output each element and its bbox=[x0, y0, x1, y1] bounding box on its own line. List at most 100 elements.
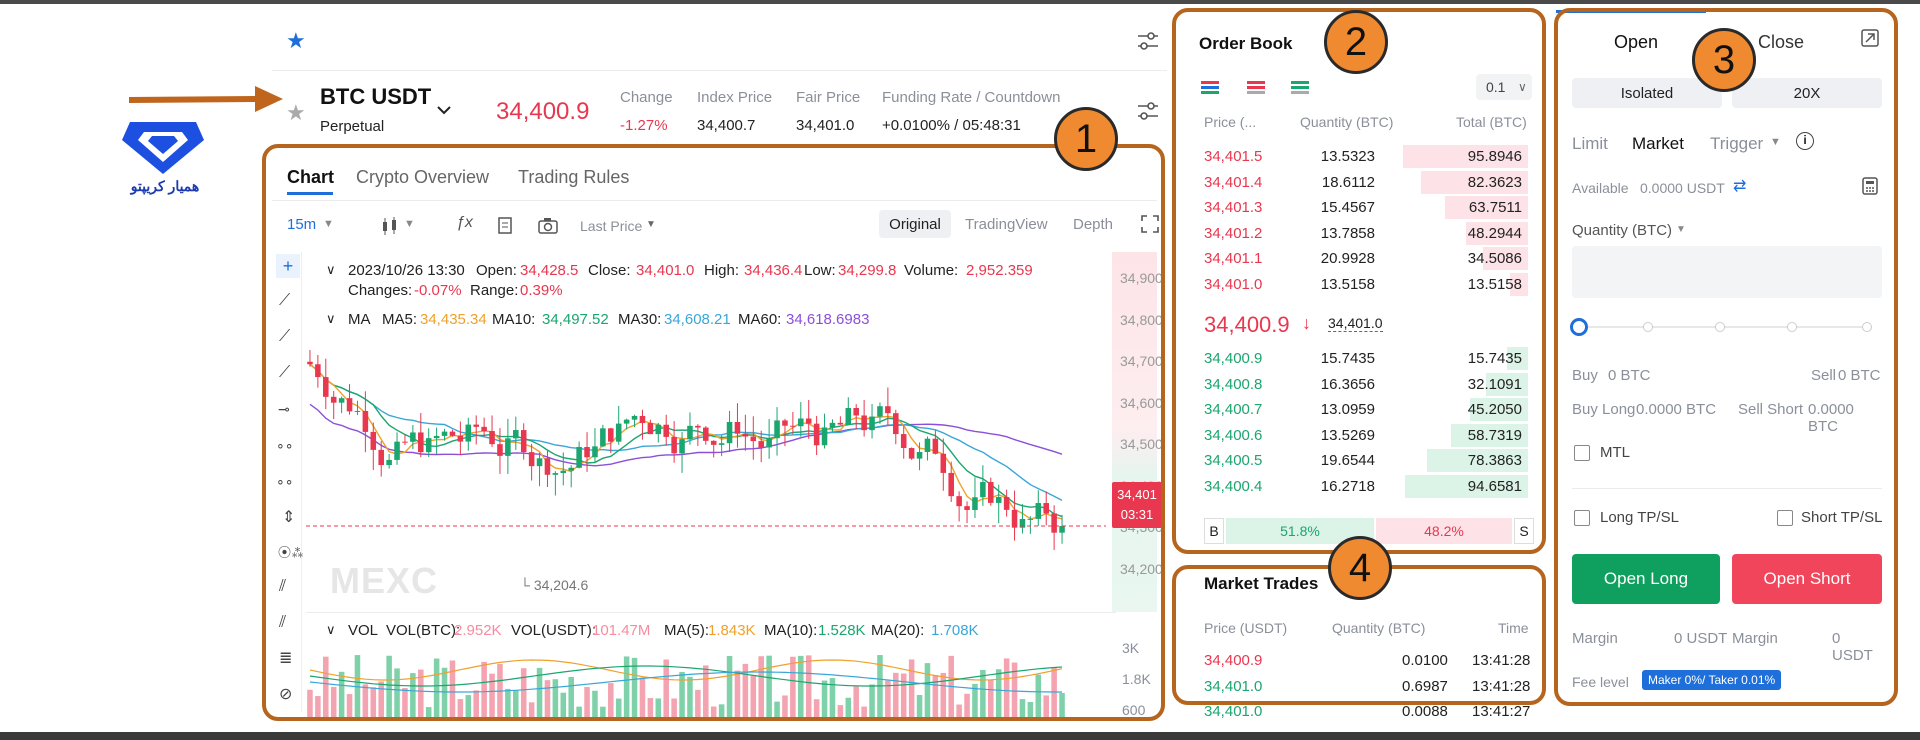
ray-tool-icon[interactable]: ⟋ bbox=[279, 328, 291, 345]
bid-row[interactable]: 34,400.5 19.6544 78.3863 bbox=[1180, 448, 1540, 473]
ma-collapse-chevron-icon[interactable]: ∨ bbox=[326, 311, 336, 326]
extended-line-tool-icon[interactable]: ⟋ bbox=[279, 364, 291, 381]
mtl-checkbox[interactable] bbox=[1574, 445, 1590, 466]
favorite-star-icon[interactable]: ★ bbox=[286, 28, 306, 53]
bid-price[interactable]: 34,400.6 bbox=[1204, 426, 1263, 444]
ask-row[interactable]: 34,401.5 13.5323 95.8946 bbox=[1180, 144, 1540, 169]
view-depth-button[interactable]: Depth bbox=[1073, 216, 1114, 233]
slider-handle[interactable] bbox=[1570, 318, 1588, 336]
vol-collapse-chevron-icon[interactable]: ∨ bbox=[326, 622, 336, 637]
margin-mode-button[interactable]: Isolated bbox=[1572, 78, 1722, 108]
mid-price-down-arrow-icon: ↓ bbox=[1302, 313, 1311, 333]
slider-step-75[interactable] bbox=[1787, 322, 1797, 332]
ask-row[interactable]: 34,401.0 13.5158 13.5158 bbox=[1180, 272, 1540, 297]
open-short-button[interactable]: Open Short bbox=[1732, 554, 1882, 604]
order-type-trigger[interactable]: Trigger bbox=[1710, 134, 1764, 153]
bid-row[interactable]: 34,400.9 15.7435 15.7435 bbox=[1180, 346, 1540, 371]
view-original-button[interactable]: Original bbox=[879, 210, 951, 238]
trigger-chevron-icon[interactable]: ▼ bbox=[1770, 136, 1781, 148]
fullscreen-icon[interactable] bbox=[1140, 214, 1160, 234]
volume-bar bbox=[441, 667, 448, 718]
ask-price[interactable]: 34,401.0 bbox=[1204, 275, 1263, 293]
horizontal-line-tool-icon[interactable]: ⊸ bbox=[278, 401, 290, 417]
candlestick-type-icon[interactable] bbox=[380, 216, 400, 236]
precision-chevron-icon[interactable]: ∨ bbox=[1518, 80, 1527, 94]
trendline-tool-icon[interactable]: ⟋ bbox=[279, 292, 291, 309]
tab-close[interactable]: Close bbox=[1758, 32, 1805, 52]
view-tradingview-button[interactable]: TradingView bbox=[965, 216, 1048, 233]
slider-step-25[interactable] bbox=[1643, 322, 1653, 332]
order-type-info-icon[interactable]: i bbox=[1796, 132, 1814, 150]
ask-price[interactable]: 34,401.3 bbox=[1204, 199, 1263, 216]
ask-price[interactable]: 34,401.1 bbox=[1204, 250, 1263, 267]
short-tpsl-checkbox[interactable] bbox=[1777, 510, 1793, 531]
quantity-unit-chevron-icon[interactable]: ▼ bbox=[1676, 224, 1686, 235]
tab-trading-rules[interactable]: Trading Rules bbox=[518, 167, 630, 187]
leverage-button[interactable]: 20X bbox=[1732, 78, 1882, 108]
indicators-fx-icon[interactable]: ƒx bbox=[456, 214, 473, 231]
quantity-slider[interactable] bbox=[1570, 318, 1872, 336]
interval-selector[interactable]: 15m bbox=[287, 216, 317, 233]
price-type-chevron-icon[interactable]: ▼ bbox=[646, 219, 656, 230]
order-type-limit[interactable]: Limit bbox=[1572, 134, 1608, 153]
ask-row[interactable]: 34,401.1 20.9928 34.5086 bbox=[1180, 246, 1540, 271]
tab-crypto-overview[interactable]: Crypto Overview bbox=[356, 167, 490, 187]
fibonacci-tool-icon[interactable]: ≣ bbox=[279, 650, 293, 667]
tab-open[interactable]: Open bbox=[1614, 32, 1659, 52]
tab-chart[interactable]: Chart bbox=[287, 167, 335, 187]
ask-price[interactable]: 34,401.5 bbox=[1204, 148, 1263, 165]
precision-select[interactable]: 0.1 bbox=[1476, 74, 1532, 100]
candle-body bbox=[600, 428, 606, 447]
book-view-bids-icon[interactable] bbox=[1290, 80, 1310, 96]
price-line-tool-icon[interactable]: ⦿⁂ bbox=[278, 545, 305, 560]
symbol-favorite-star-icon[interactable]: ★ bbox=[286, 100, 306, 125]
quantity-label[interactable]: Quantity (BTC) bbox=[1572, 222, 1673, 239]
open-long-button[interactable]: Open Long bbox=[1572, 554, 1720, 604]
hide-drawings-eye-icon[interactable]: ⊘ bbox=[279, 686, 293, 703]
vertical-line-tool-icon[interactable]: ⇕ bbox=[282, 509, 296, 526]
crosshair-tool-icon[interactable]: + bbox=[276, 254, 300, 278]
bid-price[interactable]: 34,400.4 bbox=[1204, 477, 1263, 495]
order-type-market[interactable]: Market bbox=[1632, 134, 1684, 153]
settings-sliders-icon[interactable] bbox=[1136, 30, 1160, 52]
ask-row[interactable]: 34,401.4 18.6112 82.3623 bbox=[1180, 170, 1540, 195]
calculator-icon[interactable] bbox=[1861, 176, 1879, 196]
screenshot-camera-icon[interactable] bbox=[537, 217, 559, 235]
ask-price[interactable]: 34,401.4 bbox=[1204, 173, 1263, 191]
book-view-asks-icon[interactable] bbox=[1246, 80, 1266, 96]
horizontal-ray-tool-icon[interactable]: ∘∘ bbox=[276, 437, 294, 453]
bid-price[interactable]: 34,400.7 bbox=[1204, 401, 1263, 418]
price-type-selector[interactable]: Last Price bbox=[580, 218, 643, 234]
bid-price[interactable]: 34,400.8 bbox=[1204, 375, 1263, 393]
bid-price[interactable]: 34,400.9 bbox=[1204, 350, 1263, 367]
ask-price[interactable]: 34,401.2 bbox=[1204, 224, 1263, 242]
ohlc-collapse-chevron-icon[interactable]: ∨ bbox=[326, 262, 336, 277]
mid-mark-price[interactable]: 34,401.0 bbox=[1328, 315, 1383, 332]
chart-type-chevron-icon[interactable]: ▼ bbox=[404, 218, 415, 230]
quantity-input[interactable] bbox=[1572, 246, 1882, 298]
parallel-channel-tool-icon[interactable]: ⫽ bbox=[279, 578, 287, 595]
fee-level-badge[interactable]: Maker 0%/ Taker 0.01% bbox=[1642, 670, 1782, 690]
interval-chevron-icon[interactable]: ▼ bbox=[323, 218, 334, 230]
candlestick-chart[interactable] bbox=[306, 330, 1106, 600]
symbol-name[interactable]: BTC USDT bbox=[320, 84, 432, 109]
templates-icon[interactable] bbox=[497, 216, 515, 236]
horizontal-segment-tool-icon[interactable]: ∘∘ bbox=[276, 473, 294, 489]
ask-row[interactable]: 34,401.3 15.4567 63.7511 bbox=[1180, 195, 1540, 220]
symbol-dropdown-chevron-icon[interactable] bbox=[436, 104, 452, 116]
pattern-tool-icon[interactable]: ⫽ bbox=[279, 614, 287, 631]
bid-row[interactable]: 34,400.6 13.5269 58.7319 bbox=[1180, 423, 1540, 448]
header-settings-sliders-icon[interactable] bbox=[1136, 100, 1160, 122]
ask-row[interactable]: 34,401.2 13.7858 48.2944 bbox=[1180, 221, 1540, 246]
volume-ma-line bbox=[309, 665, 1063, 687]
bid-row[interactable]: 34,400.7 13.0959 45.2050 bbox=[1180, 397, 1540, 422]
panel-popout-icon[interactable] bbox=[1860, 28, 1880, 48]
book-view-both-icon[interactable] bbox=[1200, 80, 1220, 96]
bid-price[interactable]: 34,400.5 bbox=[1204, 452, 1263, 469]
bid-row[interactable]: 34,400.4 16.2718 94.6581 bbox=[1180, 474, 1540, 499]
long-tpsl-checkbox[interactable] bbox=[1574, 510, 1590, 531]
slider-step-100[interactable] bbox=[1862, 322, 1872, 332]
slider-step-50[interactable] bbox=[1715, 322, 1725, 332]
bid-row[interactable]: 34,400.8 16.3656 32.1091 bbox=[1180, 372, 1540, 397]
transfer-icon[interactable]: ⇄ bbox=[1733, 178, 1747, 195]
